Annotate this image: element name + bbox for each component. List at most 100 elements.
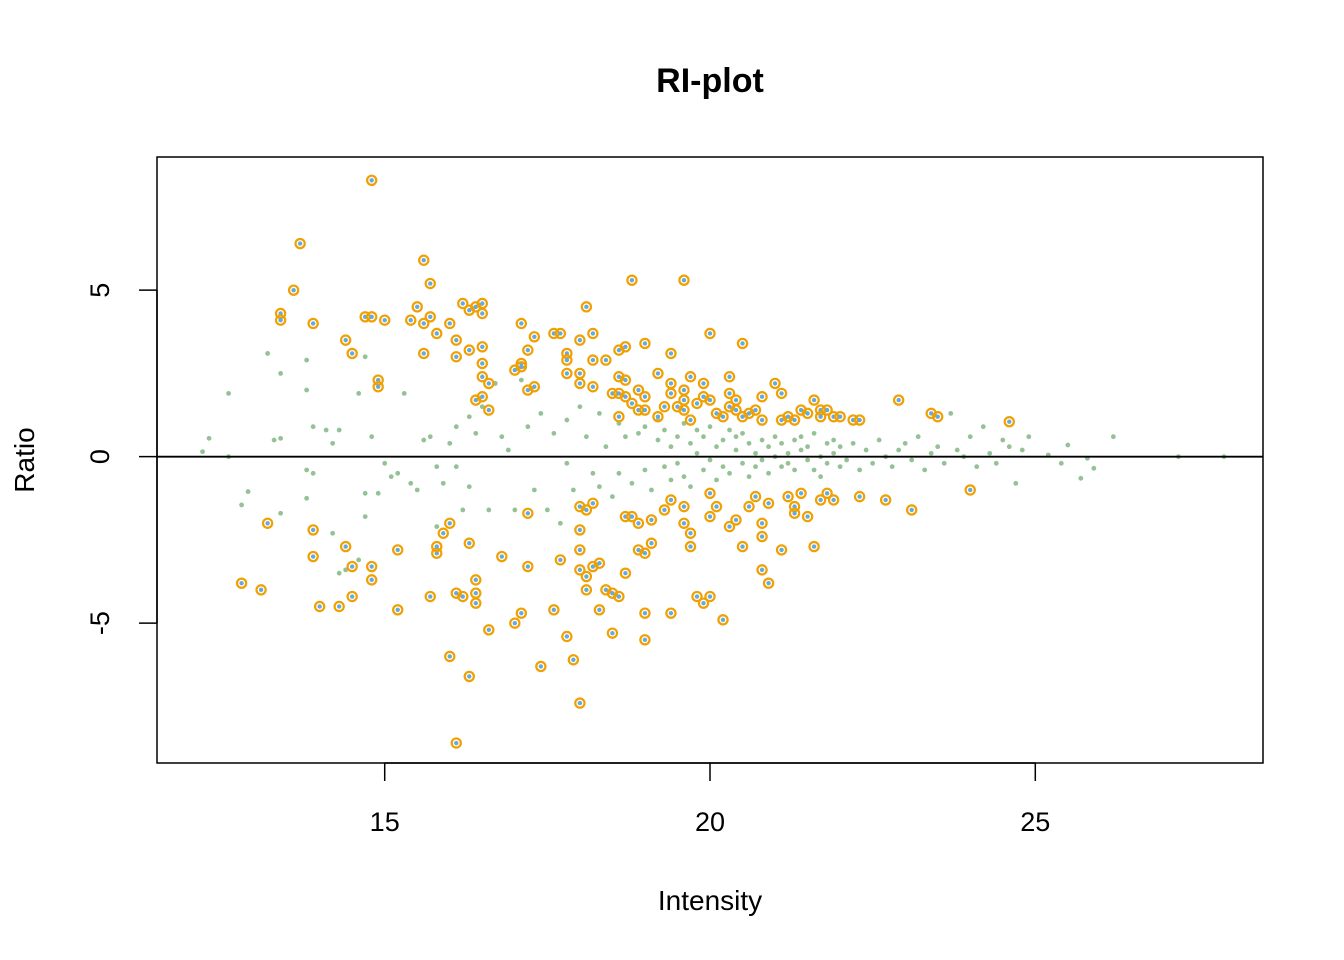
data-point [538, 410, 544, 416]
highlighted-point [457, 590, 469, 603]
data-point [629, 480, 635, 486]
data-point [395, 470, 401, 476]
highlighted-point [606, 627, 619, 639]
highlight-ring [736, 337, 749, 350]
highlighted-point [639, 337, 651, 350]
highlighted-point [496, 550, 508, 563]
highlight-center [642, 341, 648, 346]
highlight-ring [710, 500, 723, 513]
data-point [701, 467, 706, 473]
highlight-center [753, 407, 758, 413]
highlight-center [577, 371, 583, 376]
data-point [434, 464, 440, 470]
data-point [473, 430, 479, 436]
highlighted-point [522, 344, 534, 356]
highlighted-point [587, 354, 599, 366]
highlight-center [681, 504, 687, 509]
highlight-center [525, 511, 531, 516]
highlight-center [349, 564, 355, 569]
highlighted-point [808, 394, 820, 406]
highlighted-point [704, 394, 716, 406]
highlighted-point [444, 650, 456, 663]
highlight-ring [736, 540, 749, 553]
data-point [759, 457, 765, 463]
highlight-center [714, 411, 719, 416]
highlight-center [740, 414, 745, 419]
highlight-center [681, 397, 687, 403]
highlight-ring [619, 341, 632, 353]
highlight-center [499, 554, 505, 559]
highlighted-point [762, 497, 775, 509]
highlighted-point [749, 490, 762, 503]
data-point [857, 467, 863, 473]
highlight-center [694, 594, 700, 599]
highlighted-point [411, 301, 423, 313]
data-point [623, 434, 628, 440]
data-point [681, 420, 687, 426]
highlight-ring [346, 590, 358, 603]
highlight-ring [723, 371, 736, 383]
highlighted-point [678, 500, 690, 513]
highlight-ring [932, 411, 944, 423]
data-point [694, 427, 700, 433]
highlight-ring [574, 697, 586, 709]
highlight-ring [483, 624, 495, 636]
highlight-center [649, 541, 654, 546]
highlight-center [909, 507, 914, 513]
highlight-ring [723, 520, 736, 533]
y-tick-label: -5 [85, 611, 115, 635]
y-tick-label: 0 [85, 449, 115, 464]
data-point [870, 460, 876, 466]
highlight-ring [418, 347, 430, 360]
highlight-center [824, 491, 830, 496]
highlight-center [519, 610, 524, 616]
highlighted-point [801, 407, 814, 420]
highlight-center [473, 304, 478, 310]
highlighted-points-layer [235, 174, 1015, 749]
highlighted-point [736, 540, 749, 553]
highlight-ring [522, 344, 534, 356]
highlighted-point [626, 510, 638, 523]
highlighted-point [756, 414, 768, 426]
highlight-ring [274, 314, 287, 326]
highlight-ring [645, 537, 658, 549]
highlight-center [467, 347, 472, 353]
highlight-ring [678, 517, 690, 529]
highlight-ring [743, 500, 755, 513]
highlight-center [818, 414, 823, 419]
highlight-center [590, 357, 596, 363]
highlight-center [434, 331, 439, 336]
highlight-center [525, 564, 531, 569]
highlight-center [642, 394, 648, 399]
highlight-ring [665, 387, 677, 400]
highlight-ring [730, 404, 742, 416]
highlight-center [558, 557, 563, 563]
highlight-center [792, 511, 797, 516]
data-point [675, 434, 680, 440]
highlighted-point [769, 377, 781, 390]
highlight-center [421, 258, 426, 263]
highlight-ring [463, 344, 475, 356]
highlighted-point [450, 351, 462, 363]
highlight-ring [587, 354, 599, 366]
data-point [304, 357, 310, 363]
highlight-center [675, 404, 680, 409]
highlight-center [727, 391, 732, 396]
highlight-center [519, 364, 524, 369]
highlight-center [798, 491, 804, 496]
highlighted-point [658, 401, 671, 413]
highlight-center [584, 587, 589, 593]
data-point [583, 434, 589, 440]
highlighted-point [697, 597, 710, 609]
data-point [408, 480, 414, 486]
highlight-center [707, 514, 713, 519]
highlight-center [434, 544, 439, 549]
highlight-center [597, 561, 602, 566]
highlighted-point [463, 670, 475, 683]
data-point [668, 444, 674, 450]
data-point [779, 464, 784, 470]
highlighted-point [892, 394, 905, 406]
highlight-center [636, 547, 641, 553]
highlight-ring [365, 311, 378, 323]
highlight-ring [515, 361, 528, 373]
